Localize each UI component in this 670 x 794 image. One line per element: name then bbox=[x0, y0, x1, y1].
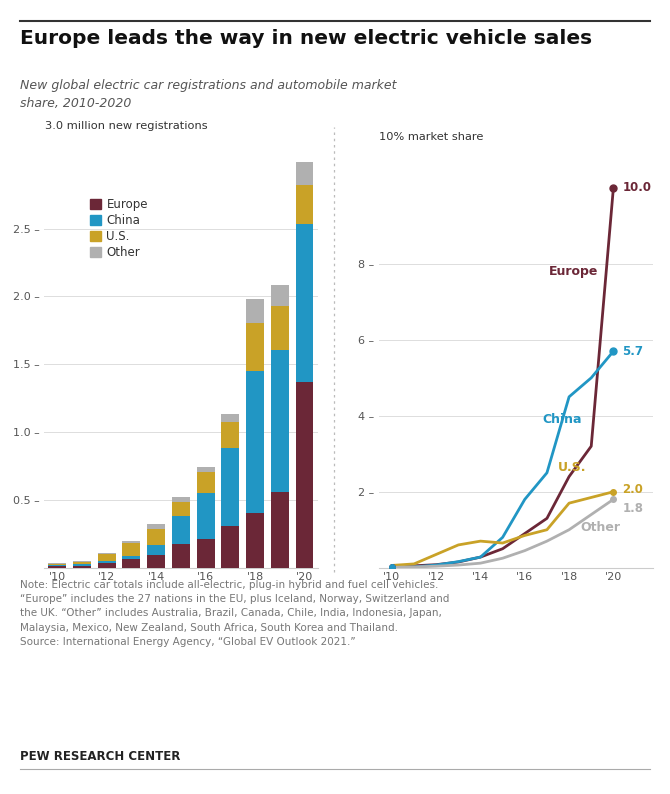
Bar bbox=[295, 184, 314, 224]
Text: China: China bbox=[543, 413, 582, 426]
Text: 1.8: 1.8 bbox=[622, 503, 643, 515]
Text: U.S.: U.S. bbox=[558, 461, 587, 473]
Text: 5.7: 5.7 bbox=[622, 345, 643, 358]
Bar bbox=[123, 556, 140, 559]
Bar bbox=[271, 306, 289, 350]
Text: New global electric car registrations and automobile market
share, 2010-2020: New global electric car registrations an… bbox=[20, 79, 397, 110]
Bar bbox=[295, 162, 314, 184]
Text: 3.0 million new registrations: 3.0 million new registrations bbox=[45, 121, 208, 131]
Bar bbox=[98, 563, 115, 568]
Bar bbox=[172, 502, 190, 516]
Bar bbox=[98, 553, 115, 554]
Bar bbox=[172, 516, 190, 544]
Bar bbox=[246, 299, 264, 323]
Bar bbox=[222, 422, 239, 449]
Bar bbox=[123, 542, 140, 556]
Text: 2.0: 2.0 bbox=[622, 484, 643, 496]
Bar bbox=[197, 493, 214, 538]
Bar bbox=[48, 566, 66, 568]
Bar bbox=[172, 544, 190, 568]
Bar bbox=[295, 382, 314, 568]
Bar bbox=[222, 414, 239, 422]
Bar bbox=[123, 559, 140, 568]
Bar bbox=[123, 541, 140, 542]
Text: 10.0: 10.0 bbox=[622, 182, 651, 195]
Text: 10% market share: 10% market share bbox=[379, 133, 483, 142]
Bar bbox=[48, 564, 66, 565]
Bar bbox=[172, 496, 190, 502]
Bar bbox=[271, 492, 289, 568]
Bar bbox=[295, 224, 314, 382]
Bar bbox=[98, 561, 115, 563]
Bar bbox=[147, 545, 165, 555]
Text: Europe: Europe bbox=[549, 265, 598, 278]
Bar bbox=[73, 562, 91, 565]
Text: PEW RESEARCH CENTER: PEW RESEARCH CENTER bbox=[20, 750, 180, 763]
Bar bbox=[197, 467, 214, 472]
Bar bbox=[271, 350, 289, 492]
Bar bbox=[246, 514, 264, 568]
Bar bbox=[73, 565, 91, 568]
Bar bbox=[222, 449, 239, 526]
Bar bbox=[98, 554, 115, 561]
Bar bbox=[222, 526, 239, 568]
Bar bbox=[246, 371, 264, 514]
Text: Europe leads the way in new electric vehicle sales: Europe leads the way in new electric veh… bbox=[20, 29, 592, 48]
Bar bbox=[48, 565, 66, 566]
Bar bbox=[271, 285, 289, 306]
Bar bbox=[147, 555, 165, 568]
Bar bbox=[197, 472, 214, 493]
Bar bbox=[147, 529, 165, 545]
Text: Other: Other bbox=[580, 522, 620, 534]
Legend: Europe, China, U.S., Other: Europe, China, U.S., Other bbox=[85, 194, 153, 264]
Text: Note: Electric car totals include all-electric, plug-in hybrid and fuel cell veh: Note: Electric car totals include all-el… bbox=[20, 580, 450, 647]
Bar bbox=[197, 538, 214, 568]
Bar bbox=[246, 323, 264, 371]
Bar bbox=[147, 524, 165, 529]
